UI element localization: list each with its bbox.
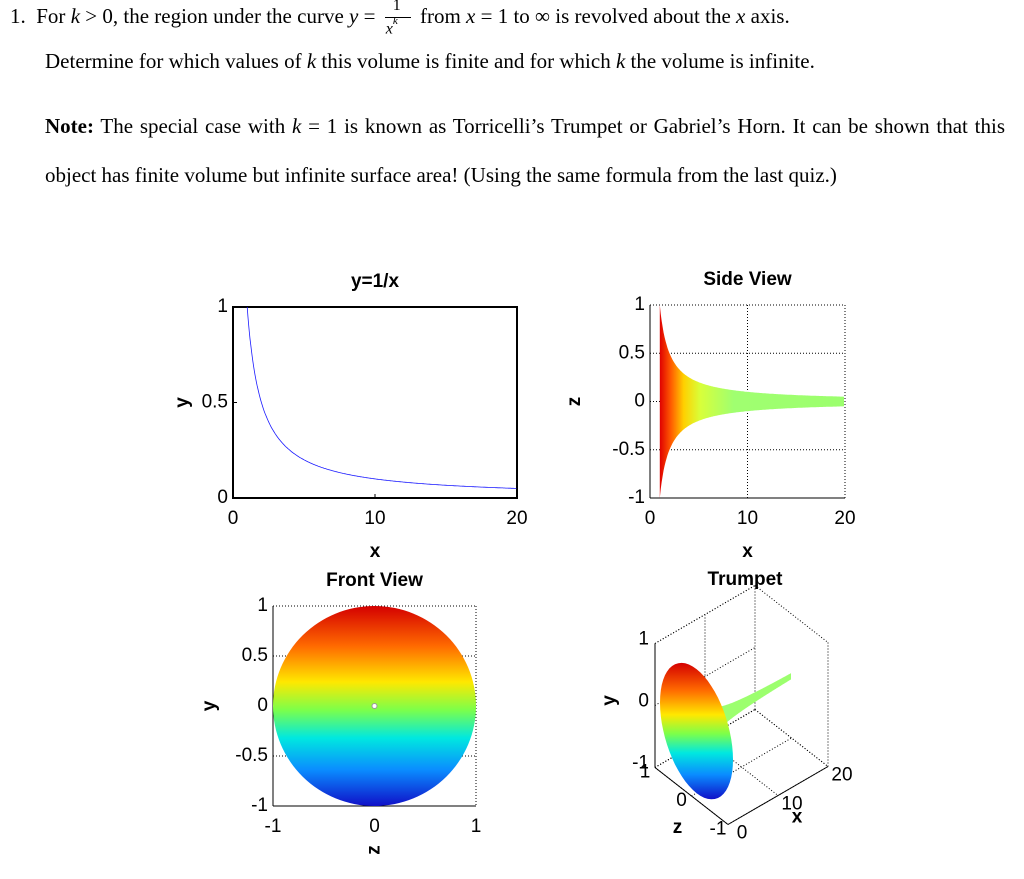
y-tick-label: 0.5 — [619, 342, 645, 363]
z-tick-label: 1 — [640, 762, 651, 783]
exponent: k — [392, 15, 398, 27]
text: The special case with — [100, 114, 286, 138]
x-axis-label: x — [370, 541, 381, 562]
text: axis. — [750, 4, 790, 28]
math: x — [736, 4, 746, 28]
fraction-bar — [384, 17, 411, 18]
y-tick-label: -1 — [632, 753, 649, 774]
note-label: Note: — [45, 114, 94, 138]
x-tick-label: 10 — [364, 508, 385, 529]
y-axis-label: y — [199, 700, 220, 711]
y-tick-label: -0.5 — [612, 439, 645, 460]
text: from — [419, 4, 461, 28]
text: = 1 to ∞ is revolved about the — [480, 4, 731, 28]
grid-line — [654, 647, 756, 706]
z-tick-label: -1 — [710, 819, 727, 840]
math: k — [292, 114, 302, 138]
math: k — [615, 49, 626, 73]
y-tick-label: 0 — [638, 691, 649, 712]
grid-line — [654, 585, 756, 644]
y-tick-label: 0.5 — [242, 645, 268, 666]
math: x — [466, 4, 476, 28]
surface — [659, 305, 844, 498]
y-tick-label: -0.5 — [235, 745, 268, 766]
x-tick-label: 0 — [737, 823, 748, 844]
math: = — [363, 4, 376, 28]
numerator: 1 — [392, 0, 401, 14]
grid-line — [691, 737, 792, 797]
trumpet-disk — [660, 662, 733, 800]
x-tick-label: 20 — [506, 508, 527, 529]
plot-title: Trumpet — [708, 569, 784, 590]
y-tick-label: 0.5 — [202, 392, 228, 413]
y-tick-label: 0 — [217, 487, 228, 508]
x-tick-label: 0 — [645, 508, 656, 529]
curve — [246, 306, 517, 489]
fraction: 1 xk — [384, 0, 411, 37]
math: k — [70, 4, 81, 28]
y-axis-label: y — [599, 695, 620, 706]
z-tick-label: 0 — [676, 790, 687, 811]
y-tick-label: 1 — [217, 296, 228, 317]
text: = 1 is known as Torricelli’s Trumpet or … — [45, 114, 1006, 187]
y-tick-label: 1 — [638, 629, 649, 650]
y-tick-label: 1 — [257, 595, 268, 616]
x-tick-label: 20 — [831, 765, 852, 786]
denominator: xk — [385, 15, 398, 38]
x-tick-label: 10 — [781, 794, 802, 815]
x-tick-label: 0 — [228, 508, 239, 529]
y-axis-label: y — [172, 397, 193, 408]
y-tick-label: -1 — [628, 487, 645, 508]
text: the volume is infinite. — [630, 49, 815, 73]
text: this volume is finite and for which — [321, 49, 611, 73]
question-number: 1. — [10, 4, 26, 28]
plot-title: Front View — [326, 570, 423, 591]
math: y — [349, 4, 359, 28]
question-line-2: Determine for which values of k this vol… — [45, 49, 815, 74]
y-tick-label: 1 — [634, 294, 645, 315]
base: x — [385, 20, 393, 38]
box-edge — [754, 585, 829, 643]
math: k — [306, 49, 317, 73]
x-tick-label: 0 — [369, 816, 380, 837]
plot-title: y=1/x — [351, 271, 400, 292]
grid-line — [727, 766, 829, 825]
y-tick-label: -1 — [251, 795, 268, 816]
x-axis-label: x — [792, 807, 803, 828]
x-axis-label: x — [742, 541, 753, 562]
axes-frame — [232, 306, 518, 499]
x-tick-label: 20 — [834, 508, 855, 529]
text: Determine for which values of — [45, 49, 302, 73]
grid-line — [654, 767, 729, 825]
y-tick-label: 0 — [634, 391, 645, 412]
hole — [371, 703, 378, 709]
plot-title: Side View — [703, 269, 792, 290]
y-tick-label: 0 — [257, 695, 268, 716]
question-line-1: 1. For k > 0, the region under the curve… — [10, 0, 790, 37]
x-tick-label: -1 — [265, 816, 282, 837]
grid-line — [754, 709, 829, 767]
text: > 0, the region under the curve — [85, 4, 344, 28]
z-axis-label: z — [673, 817, 683, 838]
x-tick-label: 1 — [471, 816, 482, 837]
y-axis-label: z — [564, 397, 585, 407]
x-tick-label: 10 — [737, 508, 758, 529]
x-axis-label: z — [364, 845, 385, 855]
text: For — [36, 4, 66, 28]
note: Note: The special case with k = 1 is kno… — [45, 102, 1005, 200]
